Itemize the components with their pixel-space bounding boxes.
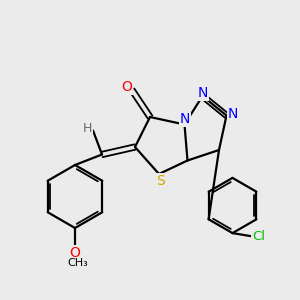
Text: Cl: Cl [252,230,266,243]
Text: N: N [228,107,238,121]
Text: O: O [70,246,80,260]
Text: CH₃: CH₃ [67,258,88,268]
Text: S: S [156,174,165,188]
Text: N: N [197,86,208,100]
Text: O: O [121,80,132,94]
Text: H: H [83,122,92,136]
Text: N: N [180,112,190,126]
